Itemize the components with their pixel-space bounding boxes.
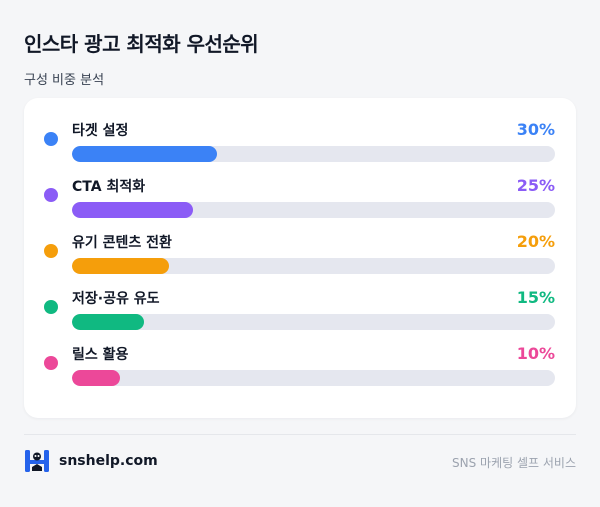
legend-dot (44, 300, 58, 314)
chart-row: 유기 콘텐츠 전환 20% (24, 232, 576, 278)
bar-track (72, 314, 555, 330)
value-label: 30% (516, 120, 555, 139)
legend-dot (44, 356, 58, 370)
legend-dot (44, 132, 58, 146)
legend-dot (44, 244, 58, 258)
value-label: 20% (516, 232, 555, 251)
category-label: 타겟 설정 (72, 123, 129, 139)
value-label: 15% (516, 288, 555, 307)
chart-header: 인스타 광고 최적화 우선순위 구성 비중 분석 (24, 28, 259, 88)
chart-title: 인스타 광고 최적화 우선순위 (24, 32, 259, 56)
value-label: 10% (516, 344, 555, 363)
footer-divider (24, 434, 576, 435)
chart-row: 타겟 설정 30% (24, 120, 576, 166)
category-label: CTA 최적화 (72, 179, 146, 195)
bar (72, 146, 217, 162)
legend-dot (44, 188, 58, 202)
chart-subtitle: 구성 비중 분석 (24, 73, 105, 88)
chart-card: 타겟 설정 30% CTA 최적화 25% 유기 콘텐츠 전환 20% 저장·공유 유도 15… (24, 98, 576, 418)
bar-track (72, 258, 555, 274)
category-label: 유기 콘텐츠 전환 (72, 235, 172, 251)
chart-row: 저장·공유 유도 15% (24, 288, 576, 334)
bar (72, 202, 193, 218)
category-label: 저장·공유 유도 (72, 291, 160, 307)
footer-brand[interactable]: snshelp.com (59, 453, 158, 469)
bar-track (72, 202, 555, 218)
chart-row: CTA 최적화 25% (24, 176, 576, 222)
bar (72, 258, 169, 274)
bar (72, 314, 145, 330)
chart-row: 릴스 활용 10% (24, 344, 576, 390)
bar (72, 370, 121, 386)
snshelp-logo-icon (25, 450, 49, 472)
bar-track (72, 146, 555, 162)
category-label: 릴스 활용 (72, 347, 129, 363)
value-label: 25% (516, 176, 555, 195)
bar-track (72, 370, 555, 386)
footer-tagline: SNS 마케팅 셀프 서비스 (452, 456, 576, 470)
